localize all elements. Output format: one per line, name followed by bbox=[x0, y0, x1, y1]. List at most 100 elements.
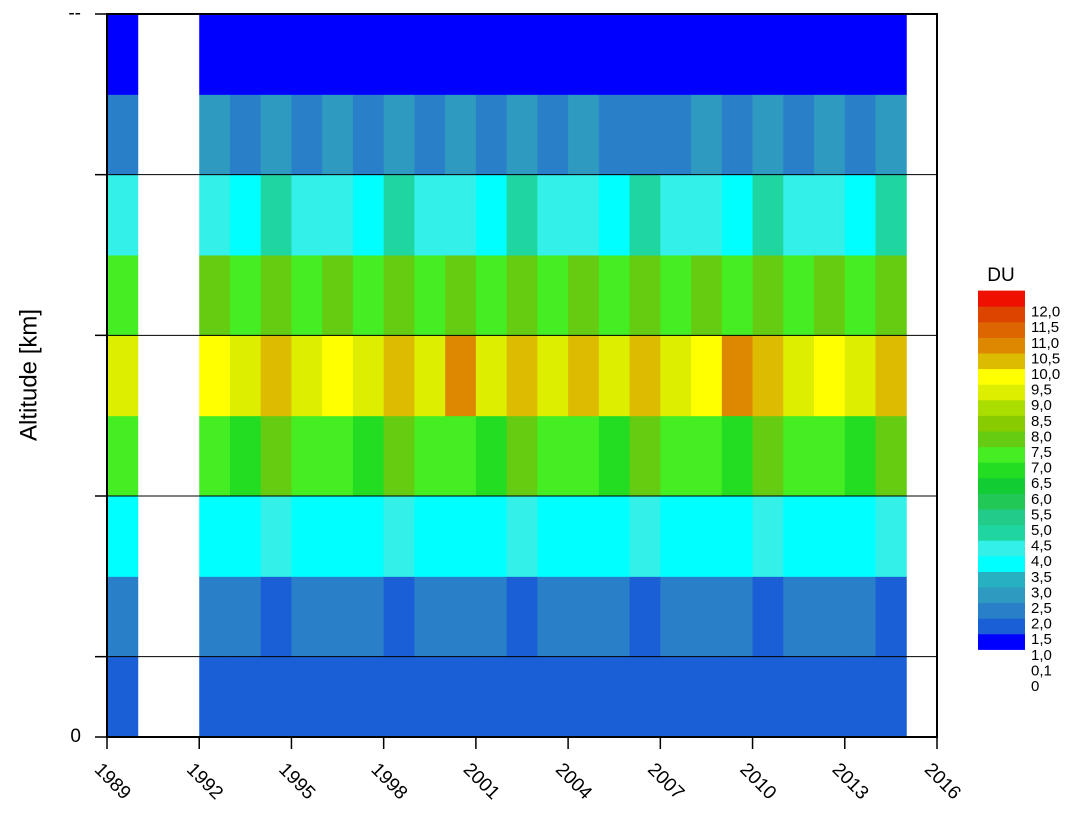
heatmap-cell bbox=[107, 656, 139, 738]
heatmap-cell bbox=[875, 255, 907, 336]
heatmap-cell bbox=[383, 14, 415, 95]
heatmap-cell bbox=[445, 255, 477, 336]
heatmap-cell bbox=[107, 14, 139, 95]
heatmap-cell bbox=[445, 576, 477, 658]
heatmap-cell bbox=[107, 335, 139, 417]
colorbar-tick-label: 2,0 bbox=[1031, 616, 1052, 633]
heatmap-cell bbox=[445, 94, 477, 176]
heatmap-cell bbox=[783, 174, 815, 256]
heatmap-cell bbox=[691, 94, 723, 176]
heatmap-cell bbox=[352, 174, 385, 256]
heatmap-cell bbox=[475, 335, 508, 417]
colorbar-tick-label: 1,5 bbox=[1031, 631, 1052, 648]
heatmap-cell bbox=[721, 94, 754, 176]
heatmap-cell bbox=[568, 576, 600, 658]
colorbar-swatch bbox=[978, 587, 1025, 604]
heatmap-cell bbox=[322, 576, 354, 658]
heatmap-cell bbox=[475, 576, 508, 658]
heatmap-cell bbox=[383, 174, 415, 256]
heatmap-cell bbox=[352, 415, 385, 497]
heatmap-cell bbox=[783, 14, 815, 95]
heatmap-cell bbox=[445, 496, 477, 577]
heatmap-cell bbox=[475, 656, 508, 738]
colorbar-swatch bbox=[978, 431, 1025, 448]
colorbar-tick-label: 11,0 bbox=[1031, 335, 1059, 352]
heatmap-cell bbox=[229, 14, 262, 95]
heatmap-cell bbox=[814, 255, 846, 336]
colorbar-tick-label: 9,0 bbox=[1031, 397, 1052, 414]
heatmap-cell bbox=[260, 496, 292, 577]
heatmap-cell bbox=[875, 94, 907, 176]
heatmap-cell bbox=[506, 14, 538, 95]
colorbar-swatch bbox=[978, 399, 1025, 416]
heatmap-cell bbox=[660, 415, 692, 497]
heatmap-cell bbox=[322, 656, 354, 738]
heatmap-cell bbox=[875, 14, 907, 95]
colorbar-tick-label: 0,1 bbox=[1031, 662, 1052, 679]
heatmap-cell bbox=[414, 94, 446, 176]
heatmap-cell bbox=[660, 496, 692, 577]
heatmap-cell bbox=[629, 656, 661, 738]
heatmap-cell bbox=[260, 174, 292, 256]
heatmap-cell bbox=[199, 335, 231, 417]
colorbar-swatch bbox=[978, 649, 1025, 666]
x-tick-label: 2007 bbox=[643, 759, 688, 804]
heatmap-cell bbox=[107, 94, 139, 176]
heatmap-cell bbox=[660, 576, 692, 658]
colorbar-tick-label: 5,5 bbox=[1031, 506, 1052, 523]
colorbar-tick-label: 7,5 bbox=[1031, 444, 1052, 461]
heatmap-cell bbox=[475, 496, 508, 577]
heatmap-cell bbox=[506, 174, 538, 256]
heatmap-cell bbox=[721, 656, 754, 738]
heatmap-cell bbox=[199, 656, 231, 738]
heatmap-cell bbox=[568, 335, 600, 417]
colorbar-swatch bbox=[978, 321, 1025, 338]
colorbar-tick-label: 7,0 bbox=[1031, 460, 1052, 477]
x-tick-label: 1995 bbox=[274, 759, 319, 804]
heatmap-cell bbox=[260, 656, 292, 738]
heatmap-cell bbox=[322, 94, 354, 176]
heatmap-cell bbox=[875, 415, 907, 497]
colorbar-tick-label: 3,5 bbox=[1031, 569, 1052, 586]
colorbar-swatch bbox=[978, 306, 1025, 323]
heatmap-cell bbox=[814, 335, 846, 417]
heatmap-cell bbox=[229, 94, 262, 176]
heatmap-cell bbox=[844, 496, 877, 577]
heatmap-cell bbox=[199, 94, 231, 176]
colorbar-swatch bbox=[978, 493, 1025, 510]
colorbar-swatch bbox=[978, 477, 1025, 494]
heatmap-cell bbox=[322, 415, 354, 497]
heatmap-cell bbox=[352, 656, 385, 738]
heatmap-cell bbox=[598, 255, 631, 336]
colorbar-swatch bbox=[978, 290, 1025, 307]
heatmap-cell bbox=[691, 656, 723, 738]
heatmap-cell bbox=[383, 656, 415, 738]
heatmap-cell bbox=[506, 656, 538, 738]
heatmap-cell bbox=[383, 255, 415, 336]
heatmap-cell bbox=[844, 576, 877, 658]
heatmap-cell bbox=[291, 335, 323, 417]
heatmap-cell bbox=[844, 174, 877, 256]
heatmap-cell bbox=[260, 576, 292, 658]
heatmap-cell bbox=[322, 174, 354, 256]
heatmap-cell bbox=[598, 496, 631, 577]
heatmap-cell bbox=[783, 335, 815, 417]
heatmap-cell bbox=[752, 174, 784, 256]
heatmap-cell bbox=[414, 14, 446, 95]
heatmap-cell bbox=[629, 415, 661, 497]
heatmap-cell bbox=[506, 94, 538, 176]
heatmap-cell bbox=[721, 415, 754, 497]
heatmap-cell bbox=[352, 14, 385, 95]
heatmap-cell bbox=[660, 335, 692, 417]
heatmap-cell bbox=[752, 14, 784, 95]
colorbar-swatch bbox=[978, 618, 1025, 635]
colorbar-tick-label: 4,0 bbox=[1031, 553, 1052, 570]
heatmap-cell bbox=[229, 255, 262, 336]
heatmap-cell bbox=[660, 656, 692, 738]
heatmap-cell bbox=[783, 255, 815, 336]
heatmap-cell bbox=[506, 335, 538, 417]
colorbar-swatch bbox=[978, 353, 1025, 370]
heatmap-cell bbox=[414, 496, 446, 577]
colorbar-swatch bbox=[978, 462, 1025, 479]
